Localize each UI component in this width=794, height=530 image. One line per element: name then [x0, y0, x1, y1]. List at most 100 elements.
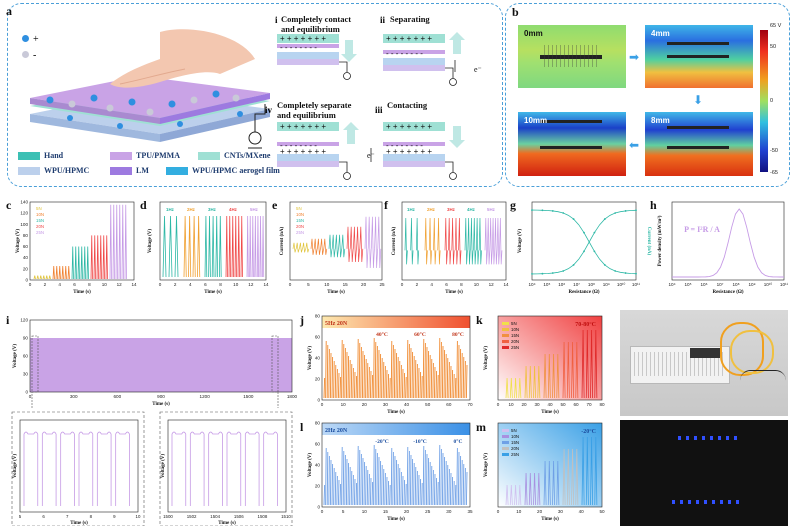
- electron-label-iv: e⁻: [367, 151, 375, 160]
- current-point: [614, 270, 617, 272]
- legend-label-cnts: CNTs/MXene: [224, 151, 271, 160]
- y-tick-label: 0: [25, 278, 28, 283]
- colorbar-tick-neg50: -50: [770, 148, 778, 154]
- x-tick-label: 15: [343, 282, 349, 287]
- y-tick-label: 140: [20, 200, 28, 205]
- sim-label-4mm: 4mm: [651, 29, 670, 38]
- sim-4mm: 4mm: [645, 25, 753, 88]
- plot-frame: [321, 422, 471, 508]
- zoom-x-label: Time (s): [70, 521, 88, 526]
- x-axis-label: Time (s): [327, 290, 345, 295]
- header-label: 2Hz 20N: [325, 428, 348, 434]
- series-2Hz: [424, 217, 441, 265]
- svg-text:- - - - - - - -: - - - - - - - -: [280, 141, 317, 150]
- plot-frame: [531, 201, 637, 281]
- y-tick-label: 60: [315, 442, 321, 447]
- x-axis-label: Time (s): [387, 410, 405, 415]
- voltage-point: [583, 250, 585, 253]
- x-tick-label: 20: [362, 402, 368, 407]
- label-5Hz: 5Hz: [487, 207, 496, 212]
- voltage-point: [562, 270, 565, 272]
- x-tick-label: 20: [361, 282, 367, 287]
- legend-20N: 20N: [511, 339, 519, 344]
- colorbar-tick-50: 50: [770, 44, 777, 50]
- zoom-x-tick: 9: [113, 514, 116, 519]
- svg-text:+ + + + + + +: + + + + + + +: [386, 122, 432, 131]
- chart-f: 0 2 4 6 8 10 12 14 Time (s) Current (nA) 1Hz 2Hz 3Hz…: [392, 201, 509, 295]
- voltage-point: [551, 272, 554, 274]
- x-tick-label: 10: [474, 282, 480, 287]
- zoom-series: [171, 431, 278, 506]
- series-15N: [328, 234, 346, 258]
- current-point: [551, 210, 554, 212]
- x-axis-label: Resistance (Ω): [712, 290, 743, 295]
- x-tick-label: 10: [362, 509, 368, 514]
- x-tick-label: 12: [248, 282, 254, 287]
- x-tick-label: 5: [307, 282, 310, 287]
- x-tick-label: 10⁴: [528, 282, 535, 287]
- colorbar-tick-0: 0: [770, 98, 774, 104]
- series-20N: [346, 226, 364, 263]
- y-tick-label: 120: [20, 318, 28, 323]
- colorbar-tick-bottom: -65: [770, 170, 778, 176]
- x-tick-label: 10⁶: [700, 282, 707, 287]
- legend-label-hand: Hand: [44, 151, 64, 160]
- plot-frame: [671, 201, 785, 281]
- header-label: 70-80°C: [575, 321, 596, 328]
- step-iii-num: iii: [375, 105, 383, 115]
- y-tick-label: 0: [317, 505, 320, 510]
- x-tick-label: 10⁵: [684, 282, 691, 287]
- header-label: 5Hz 20N: [325, 321, 348, 327]
- legend-20N: 20N: [511, 446, 519, 451]
- x-tick-label: 25: [425, 509, 431, 514]
- current-point: [531, 209, 533, 211]
- label-2Hz: 2Hz: [427, 207, 436, 212]
- legend-swatch-25N: [502, 346, 509, 349]
- header-label: -20°C: [581, 428, 596, 435]
- zoom-x-tick: 1506: [234, 514, 244, 519]
- svg-text:+ + + + + + +: + + + + + + +: [386, 34, 432, 43]
- legend-label-aerogel: WPU/HPMC aerogel film: [192, 166, 280, 175]
- step-iii-diagram: + + + + + + + - - - - - - - - + + + + + …: [370, 122, 465, 180]
- series-25N: [364, 216, 382, 269]
- voltage-point: [614, 212, 617, 214]
- x-tick-label: 10⁵: [543, 282, 550, 287]
- series-25N: [109, 204, 127, 280]
- voltage-point: [572, 264, 575, 266]
- legend-swatch-20N: [502, 340, 509, 343]
- svg-text:- - - - - - - -: - - - - - - - -: [386, 141, 423, 150]
- label-3Hz: 3Hz: [447, 207, 456, 212]
- y-axis-label: Voltage (V): [308, 346, 313, 370]
- x-tick-label: 14: [131, 282, 137, 287]
- label-3Hz: 3Hz: [208, 207, 217, 212]
- legend-swatch-lm: [110, 167, 132, 176]
- legend-swatch-10N: [502, 435, 509, 438]
- x-tick-label: 15: [383, 509, 389, 514]
- x-tick-label: 10: [102, 282, 108, 287]
- arrow-left-icon: ⬅: [629, 138, 640, 152]
- plot-frame: [159, 201, 267, 281]
- signal-area: [30, 338, 292, 392]
- y-tick-label: 0: [25, 390, 28, 395]
- legend-20N: 20N: [296, 224, 304, 229]
- zoom-frame: [159, 411, 293, 526]
- y-tick-label: 80: [23, 233, 29, 238]
- y-axis-label: Voltage (V): [148, 229, 153, 253]
- legend-5N: 5N: [36, 206, 42, 211]
- legend-10N: 10N: [36, 212, 44, 217]
- series-5N: [292, 242, 310, 253]
- zoom-plot-frame: [167, 419, 287, 513]
- legend-label-tpu: TPU/PMMA: [136, 151, 180, 160]
- series-4Hz: [225, 215, 243, 278]
- series-15N: [543, 460, 560, 506]
- sim-8mm: 8mm: [645, 112, 753, 176]
- legend-25N: 25N: [511, 452, 519, 457]
- panel-b-frame: [505, 3, 790, 187]
- colorbar: [760, 30, 768, 172]
- x-tick-label: 12: [117, 282, 123, 287]
- x-tick-label: 10: [508, 402, 514, 407]
- y-axis-label: Current (nA): [392, 226, 397, 255]
- svg-text:- - - - - - - -: - - - - - - - -: [386, 49, 423, 58]
- step-ii-num: ii: [380, 15, 386, 25]
